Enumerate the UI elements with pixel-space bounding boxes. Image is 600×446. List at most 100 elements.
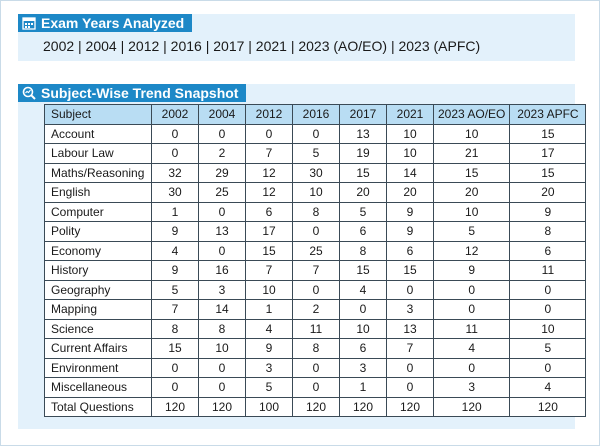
count-cell: 14 xyxy=(198,299,246,320)
count-cell: 10 xyxy=(432,123,511,144)
count-cell: 6 xyxy=(509,240,587,261)
count-cell: 4 xyxy=(339,279,387,300)
count-cell: 120 xyxy=(509,396,587,417)
column-header: 2004 xyxy=(198,104,246,125)
count-cell: 15 xyxy=(245,240,293,261)
years-section-title: Exam Years Analyzed xyxy=(41,15,185,31)
count-cell: 21 xyxy=(432,143,511,164)
count-cell: 3 xyxy=(245,357,293,378)
count-cell: 16 xyxy=(198,260,246,281)
count-cell: 9 xyxy=(386,221,434,242)
count-cell: 5 xyxy=(245,377,293,398)
count-cell: 3 xyxy=(339,357,387,378)
count-cell: 0 xyxy=(386,377,434,398)
count-cell: 5 xyxy=(151,279,199,300)
count-cell: 7 xyxy=(245,143,293,164)
count-cell: 0 xyxy=(509,357,587,378)
count-cell: 0 xyxy=(151,143,199,164)
count-cell: 0 xyxy=(292,221,340,242)
table-row: Computer 1 0 6 8 5 9 10 9 xyxy=(44,201,587,222)
column-header: 2002 xyxy=(151,104,199,125)
count-cell: 6 xyxy=(245,201,293,222)
count-cell: 7 xyxy=(292,260,340,281)
count-cell: 9 xyxy=(151,260,199,281)
count-cell: 20 xyxy=(509,182,587,203)
count-cell: 4 xyxy=(432,338,511,359)
count-cell: 15 xyxy=(432,162,511,183)
count-cell: 0 xyxy=(292,357,340,378)
count-cell: 12 xyxy=(245,182,293,203)
count-cell: 0 xyxy=(198,357,246,378)
count-cell: 8 xyxy=(292,201,340,222)
column-header: Subject xyxy=(44,104,152,125)
subject-cell: Computer xyxy=(44,201,152,222)
count-cell: 10 xyxy=(432,201,511,222)
count-cell: 30 xyxy=(292,162,340,183)
count-cell: 120 xyxy=(339,396,387,417)
count-cell: 13 xyxy=(339,123,387,144)
count-cell: 10 xyxy=(245,279,293,300)
table-row: Maths/Reasoning 32 29 12 30 15 14 15 15 xyxy=(44,162,587,183)
count-cell: 29 xyxy=(198,162,246,183)
count-cell: 25 xyxy=(292,240,340,261)
subject-cell: Mapping xyxy=(44,299,152,320)
table-row: Environment 0 0 3 0 3 0 0 0 xyxy=(44,357,587,378)
count-cell: 0 xyxy=(198,123,246,144)
calendar-icon xyxy=(22,16,36,30)
subject-cell: Polity xyxy=(44,221,152,242)
count-cell: 3 xyxy=(432,377,511,398)
count-cell: 13 xyxy=(386,318,434,339)
table-row: Economy 4 0 15 25 8 6 12 6 xyxy=(44,240,587,261)
count-cell: 0 xyxy=(151,123,199,144)
subject-cell: Miscellaneous xyxy=(44,377,152,398)
count-cell: 20 xyxy=(432,182,511,203)
count-cell: 0 xyxy=(509,279,587,300)
count-cell: 5 xyxy=(509,338,587,359)
count-cell: 17 xyxy=(245,221,293,242)
count-cell: 10 xyxy=(339,318,387,339)
count-cell: 0 xyxy=(245,123,293,144)
count-cell: 120 xyxy=(432,396,511,417)
count-cell: 0 xyxy=(198,201,246,222)
column-header: 2017 xyxy=(339,104,387,125)
table-row: Miscellaneous 0 0 5 0 1 0 3 4 xyxy=(44,377,587,398)
trend-section-header: Subject-Wise Trend Snapshot xyxy=(18,84,247,102)
count-cell: 8 xyxy=(509,221,587,242)
table-row: English 30 25 12 10 20 20 20 20 xyxy=(44,182,587,203)
count-cell: 0 xyxy=(339,299,387,320)
count-cell: 17 xyxy=(509,143,587,164)
years-section-header: Exam Years Analyzed xyxy=(18,14,193,32)
count-cell: 15 xyxy=(339,162,387,183)
count-cell: 7 xyxy=(245,260,293,281)
column-header: 2023 AO/EO xyxy=(432,104,511,125)
count-cell: 1 xyxy=(245,299,293,320)
count-cell: 11 xyxy=(509,260,587,281)
count-cell: 15 xyxy=(386,260,434,281)
count-cell: 0 xyxy=(432,279,511,300)
count-cell: 13 xyxy=(198,221,246,242)
count-cell: 7 xyxy=(386,338,434,359)
count-cell: 0 xyxy=(432,357,511,378)
subject-cell: Current Affairs xyxy=(44,338,152,359)
count-cell: 0 xyxy=(386,357,434,378)
count-cell: 6 xyxy=(339,338,387,359)
count-cell: 1 xyxy=(151,201,199,222)
subject-cell: Account xyxy=(44,123,152,144)
subject-cell: Science xyxy=(44,318,152,339)
count-cell: 5 xyxy=(432,221,511,242)
count-cell: 8 xyxy=(339,240,387,261)
table-row: Total Questions 120 120 100 120 120 120 120 120 xyxy=(44,396,587,417)
count-cell: 8 xyxy=(151,318,199,339)
count-cell: 0 xyxy=(292,279,340,300)
subject-trend-table: Subject 2002 2004 2012 2016 2017 2021 20… xyxy=(44,104,587,417)
count-cell: 0 xyxy=(151,377,199,398)
table-row: Current Affairs 15 10 9 8 6 7 4 5 xyxy=(44,338,587,359)
count-cell: 120 xyxy=(386,396,434,417)
count-cell: 32 xyxy=(151,162,199,183)
table-row: Account 0 0 0 0 13 10 10 15 xyxy=(44,123,587,144)
table-row: Mapping 7 14 1 2 0 3 0 0 xyxy=(44,299,587,320)
count-cell: 4 xyxy=(509,377,587,398)
count-cell: 5 xyxy=(339,201,387,222)
count-cell: 14 xyxy=(386,162,434,183)
count-cell: 0 xyxy=(198,377,246,398)
